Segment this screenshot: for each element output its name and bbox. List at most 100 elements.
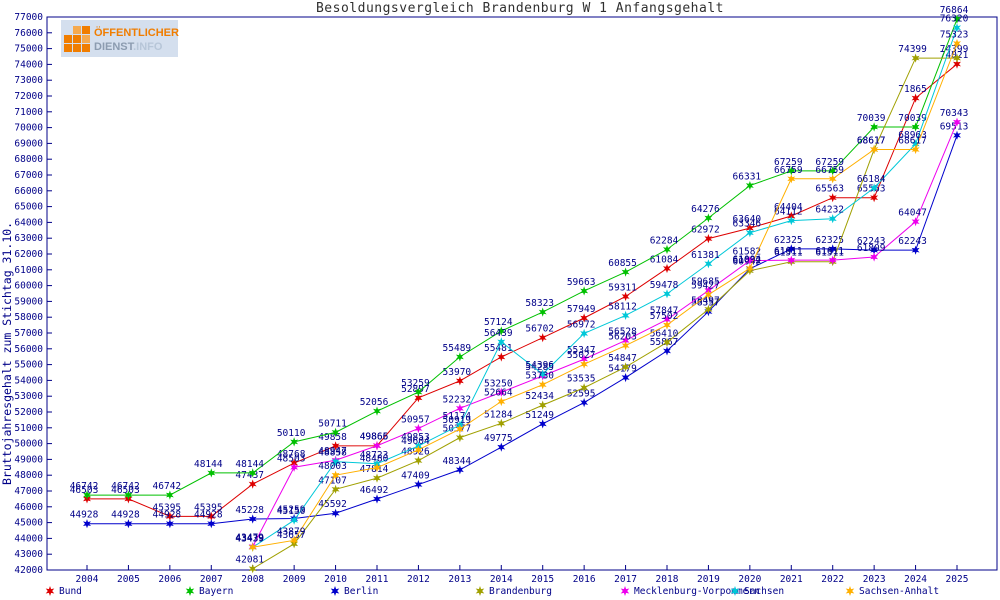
- data-point-label: 44928: [111, 510, 140, 521]
- data-point-label: 62284: [650, 236, 679, 247]
- data-point-marker-icon: [580, 359, 589, 369]
- data-point-marker-icon: [663, 263, 671, 274]
- data-point-marker-icon: [83, 490, 91, 500]
- data-point-label: 45395: [194, 502, 223, 513]
- data-point-label: 74021: [940, 50, 969, 61]
- data-point-label: 48926: [401, 447, 430, 458]
- data-point-marker-icon: [414, 393, 423, 403]
- data-point-marker-icon: [248, 468, 257, 478]
- data-point-marker-icon: [497, 352, 506, 362]
- data-point-label: 57949: [567, 304, 596, 315]
- y-tick-label: 53000: [14, 391, 43, 402]
- plot-frame: [46, 16, 998, 571]
- y-axis: 42000 43000 44000 45000 46000 47000 48000 49000…: [14, 12, 52, 576]
- data-point-label: 61611: [815, 246, 844, 257]
- data-point-label: 61084: [650, 254, 679, 265]
- data-point-label: 54847: [608, 353, 637, 364]
- y-tick-label: 63000: [14, 233, 43, 244]
- data-point-marker-icon: [828, 214, 837, 224]
- data-point-marker-icon: [290, 515, 299, 525]
- data-point-label: 56410: [650, 328, 679, 339]
- data-point-label: 48768: [277, 449, 306, 460]
- data-point-marker-icon: [538, 419, 547, 429]
- legend-item-berlin: Berlin: [330, 586, 378, 597]
- y-tick-label: 47000: [14, 486, 43, 497]
- data-point-marker-icon: [497, 442, 506, 452]
- data-point-label: 64232: [815, 205, 844, 216]
- data-point-marker-icon: [787, 174, 796, 184]
- x-tick-label: 2018: [656, 574, 679, 585]
- legend-label: Mecklenburg-Vorpommern: [634, 586, 760, 597]
- data-point-label: 52897: [401, 384, 430, 395]
- data-point-marker-icon: [580, 354, 589, 364]
- data-point-marker-icon: [911, 144, 920, 155]
- data-point-marker-icon: [621, 291, 630, 302]
- data-point-marker-icon: [953, 14, 961, 24]
- data-point-marker-icon: [580, 286, 589, 296]
- data-point-marker-icon: [373, 463, 381, 473]
- data-point-marker-icon: [414, 479, 423, 490]
- data-point-label: 59427: [691, 281, 720, 292]
- data-point-marker-icon: [621, 362, 630, 372]
- data-point-label: 64112: [774, 207, 803, 218]
- y-tick-label: 43000: [14, 549, 43, 560]
- legend-item-brandenburg: Brandenburg: [475, 586, 552, 597]
- data-point-marker-icon: [787, 244, 796, 254]
- data-point-label: 57124: [484, 317, 513, 328]
- legend-label: Bayern: [199, 586, 233, 597]
- y-tick-label: 49000: [14, 454, 43, 465]
- data-point-marker-icon: [331, 508, 340, 518]
- x-tick-label: 2012: [407, 574, 430, 585]
- data-point-label: 64047: [898, 208, 927, 219]
- y-tick-label: 57000: [14, 328, 43, 339]
- data-point-label: 56528: [608, 326, 637, 337]
- data-point-label: 44928: [194, 510, 223, 521]
- x-tick-label: 2005: [117, 574, 140, 585]
- data-point-label: 50377: [443, 424, 472, 435]
- data-point-label: 55867: [650, 337, 679, 348]
- data-point-label: 55489: [443, 343, 472, 354]
- data-point-marker-icon: [745, 181, 754, 191]
- y-tick-label: 70000: [14, 123, 43, 134]
- data-point-label: 49866: [360, 432, 389, 443]
- legend-label: Sachsen: [744, 586, 784, 597]
- data-point-marker-icon: [663, 320, 671, 330]
- data-point-marker-icon: [373, 441, 381, 451]
- data-point-label: 62325: [774, 235, 803, 246]
- legend: Bund Bayern Berlin Brandenburg Mecklenburg-V…: [45, 586, 939, 597]
- data-point-marker-icon: [704, 290, 713, 300]
- data-point-label: 71865: [898, 84, 927, 95]
- data-point-marker-icon: [207, 511, 216, 521]
- data-point-label: 43479: [235, 533, 264, 544]
- data-point-label: 46503: [70, 485, 99, 496]
- data-point-label: 58323: [525, 298, 554, 309]
- y-tick-label: 46000: [14, 502, 43, 513]
- legend-label: Sachsen-Anhalt: [859, 586, 939, 597]
- data-point-marker-icon: [704, 234, 713, 244]
- data-point-label: 68617: [857, 135, 886, 146]
- logo-line1: ÖFFENTLICHER: [94, 26, 179, 39]
- data-point-marker-icon: [911, 53, 920, 63]
- x-tick-label: 2008: [241, 574, 264, 585]
- data-point-marker-icon: [911, 245, 920, 255]
- data-point-marker-icon: [248, 514, 257, 524]
- data-point-label: 59311: [608, 282, 637, 293]
- data-point-label: 45592: [318, 499, 347, 510]
- y-tick-label: 75000: [14, 44, 43, 55]
- data-point-label: 62325: [815, 235, 844, 246]
- x-tick-label: 2006: [158, 574, 181, 585]
- y-tick-label: 51000: [14, 423, 43, 434]
- series-bayern: 46742 46742 46742 48144 48144 50110 50711 52056…: [70, 5, 969, 500]
- y-tick-label: 50000: [14, 439, 43, 450]
- data-point-marker-icon: [207, 519, 216, 529]
- data-point-marker-icon: [248, 479, 257, 489]
- x-tick-label: 2015: [531, 574, 554, 585]
- data-point-label: 43439: [235, 533, 264, 544]
- oeffentlicher-dienst-logo: ÖFFENTLICHER DIENST.INFO: [61, 20, 179, 57]
- data-point-label: 47437: [235, 470, 264, 481]
- data-point-marker-icon: [787, 166, 796, 176]
- data-point-label: 62243: [898, 236, 927, 247]
- data-point-marker-icon: [207, 468, 216, 478]
- data-point-label: 59478: [650, 280, 679, 291]
- data-point-label: 54285: [525, 362, 554, 373]
